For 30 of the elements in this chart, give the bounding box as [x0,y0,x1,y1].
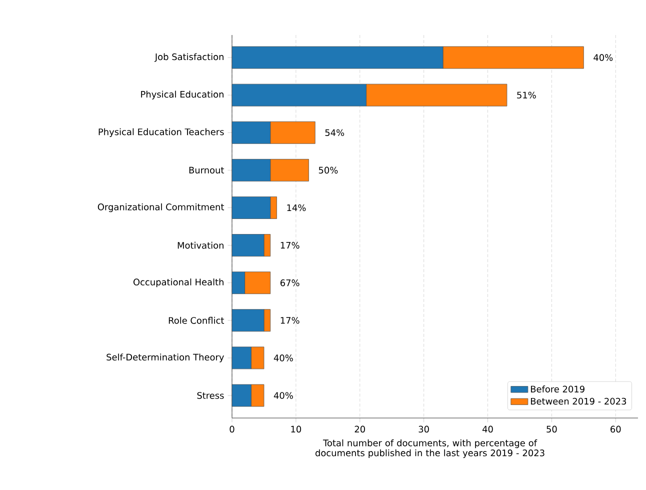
annotation: 17% [280,316,300,324]
x-tick-label: 20 [354,426,365,433]
y-tick-label: Burnout [189,166,224,174]
x-tick-label: 0 [230,426,234,433]
legend-label: Before 2019 [530,386,584,392]
x-tick-label: 50 [546,426,557,433]
annotation: 51% [517,92,536,98]
x-tick-label: 60 [610,426,621,433]
annotation: 40% [274,392,293,399]
annotation: 14% [287,204,306,212]
y-tick-label: Physical Education Teachers [98,128,224,137]
y-tick-label: Stress [197,392,224,399]
y-tick-label: Motivation [178,242,224,249]
y-tick-label: Physical Education [141,90,224,100]
y-tick-label: Job Satisfaction [154,53,224,62]
y-tick-label: Self-Determination Theory [106,354,224,362]
y-tick-label: Role Conflict [168,316,224,324]
annotation: 40% [594,54,613,61]
annotation: 50% [318,166,338,174]
x-axis-title: Total number of documents, with percentage of documents published in the last years 2019 - 2023 [315,439,544,458]
x-tick-label: 10 [291,426,302,433]
x-tick-label: 30 [418,426,429,433]
y-tick-label: Occupational Health [133,278,224,288]
x-tick-label: 40 [482,426,493,433]
y-tick-label: Organizational Commitment [98,203,224,212]
annotation: 67% [280,279,300,286]
annotation: 17% [280,242,300,249]
annotation: 40% [274,354,293,362]
legend-label: Between 2019 - 2023 [530,398,626,405]
annotation: 54% [325,129,344,136]
